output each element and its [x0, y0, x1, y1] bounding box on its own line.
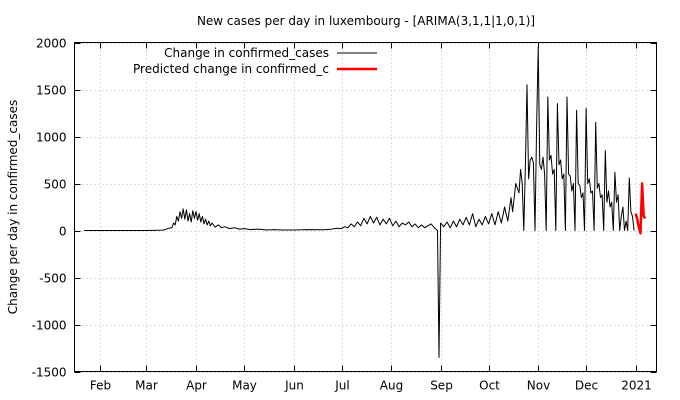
legend-label-actual: Change in confirmed_cases: [164, 46, 329, 60]
x-tick-label: Jul: [334, 379, 349, 393]
x-tick-label: Mar: [135, 379, 158, 393]
y-tick-label: 1000: [36, 131, 67, 145]
x-tick-label: Nov: [527, 379, 550, 393]
y-tick-label: 2000: [36, 37, 67, 51]
x-tick-label: 2021: [621, 379, 652, 393]
y-tick-label: -1500: [32, 366, 67, 380]
x-tick-label: Sep: [430, 379, 453, 393]
grid: [74, 42, 657, 373]
y-axis-label: Change per day in confirmed_cases: [6, 100, 20, 315]
x-tick-label: May: [232, 379, 257, 393]
legend: Change in confirmed_cases Predicted chan…: [133, 46, 377, 76]
series-line-actual: [84, 46, 635, 358]
x-tick-label: Dec: [575, 379, 598, 393]
series-line-predicted: [634, 182, 647, 235]
series: [84, 46, 647, 358]
x-tick-label: Apr: [186, 379, 207, 393]
chart-title: New cases per day in luxembourg - [ARIMA…: [197, 14, 535, 28]
legend-label-predicted: Predicted change in confirmed_c: [133, 62, 329, 76]
plot-frame: [74, 42, 657, 372]
y-tick-label: 0: [59, 225, 67, 239]
y-tick-label: -1000: [32, 319, 67, 333]
x-tick-label: Aug: [380, 379, 403, 393]
y-tick-label: 1500: [36, 84, 67, 98]
y-tick-label: 500: [44, 178, 67, 192]
y-axis: -1500 -1000 -500 0 500 1000 1500 2000: [32, 37, 657, 380]
x-tick-label: Oct: [479, 379, 500, 393]
x-tick-label: Jun: [284, 379, 304, 393]
y-tick-label: -500: [39, 272, 66, 286]
x-tick-label: Feb: [90, 379, 111, 393]
x-axis: Feb Mar Apr May Jun Jul Aug Sep Oct Nov Dec 2021: [90, 42, 652, 393]
